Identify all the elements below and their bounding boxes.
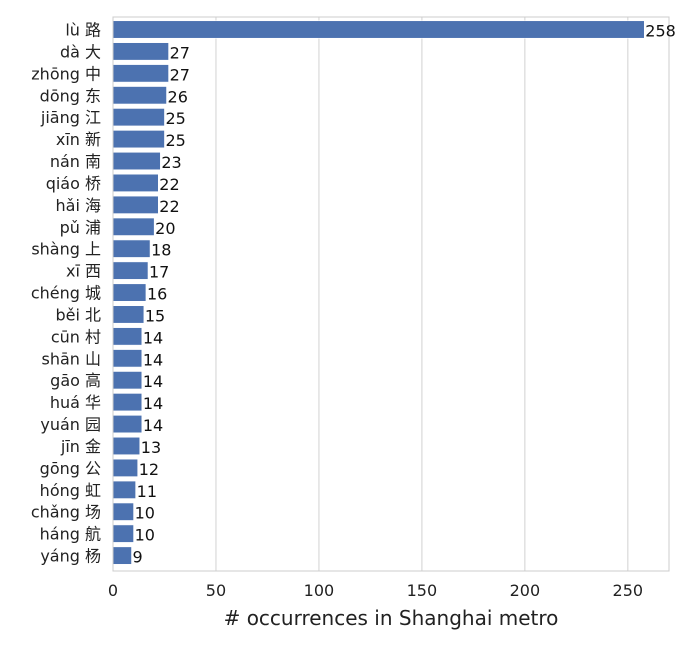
value-label: 9 xyxy=(133,548,143,567)
category-label: xīn 新 xyxy=(56,130,101,149)
value-label: 14 xyxy=(143,372,163,391)
x-tick-label: 50 xyxy=(206,581,226,600)
value-label: 14 xyxy=(143,394,163,413)
value-label: 10 xyxy=(135,526,155,545)
value-label: 18 xyxy=(151,241,171,260)
value-label: 10 xyxy=(135,504,155,523)
x-tick-label: 0 xyxy=(108,581,118,600)
category-label: háng 航 xyxy=(40,525,101,544)
value-label: 14 xyxy=(143,350,163,369)
bar xyxy=(113,306,144,324)
bar xyxy=(113,459,138,477)
bar xyxy=(113,262,148,280)
category-label: hǎi 海 xyxy=(56,196,101,215)
value-label: 14 xyxy=(143,328,163,347)
x-axis-label: # occurrences in Shanghai metro xyxy=(224,606,559,630)
category-label: pǔ 浦 xyxy=(60,218,101,237)
bar xyxy=(113,547,132,565)
value-label: 14 xyxy=(143,416,163,435)
bar xyxy=(113,152,160,170)
value-label: 12 xyxy=(139,460,159,479)
bar xyxy=(113,503,134,521)
value-label: 20 xyxy=(155,219,175,238)
value-label: 13 xyxy=(141,438,161,457)
value-label: 27 xyxy=(170,65,190,84)
bar xyxy=(113,481,136,499)
bar xyxy=(113,196,158,214)
bar xyxy=(113,350,142,368)
bar xyxy=(113,240,150,258)
category-label: shān 山 xyxy=(41,349,101,368)
category-label: dà 大 xyxy=(60,42,101,61)
bar xyxy=(113,218,154,236)
bar xyxy=(113,328,142,346)
bar xyxy=(113,415,142,433)
x-tick-label: 100 xyxy=(304,581,335,600)
category-label: lù 路 xyxy=(65,21,101,40)
category-label: zhōng 中 xyxy=(31,64,101,83)
bar xyxy=(113,525,134,543)
bar xyxy=(113,108,164,126)
category-label: shàng 上 xyxy=(31,240,101,259)
value-label: 23 xyxy=(161,153,181,172)
value-label: 25 xyxy=(165,131,185,150)
value-label: 11 xyxy=(137,482,157,501)
bar xyxy=(113,21,644,39)
category-label: cūn 村 xyxy=(51,327,101,346)
category-label: gōng 公 xyxy=(40,459,101,478)
category-label: yáng 杨 xyxy=(40,547,101,566)
category-label: běi 北 xyxy=(55,305,101,324)
category-label: jīn 金 xyxy=(60,437,101,456)
category-label: nán 南 xyxy=(50,152,101,171)
value-label: 22 xyxy=(159,197,179,216)
bar xyxy=(113,393,142,411)
category-label: yuán 园 xyxy=(40,415,101,434)
category-label: hóng 虹 xyxy=(40,481,101,500)
value-label: 27 xyxy=(170,43,190,62)
bar xyxy=(113,130,164,148)
value-label: 26 xyxy=(168,87,188,106)
x-tick-label: 200 xyxy=(510,581,541,600)
plot-background xyxy=(113,17,669,571)
category-label: jiāng 江 xyxy=(40,108,101,127)
category-label: gāo 高 xyxy=(50,371,101,390)
value-label: 15 xyxy=(145,306,165,325)
category-labels: lù 路 dà 大 zhōng 中 dōng 东 jiāng 江 xīn 新 nán 南 qi… xyxy=(31,21,101,566)
bar xyxy=(113,284,146,302)
value-label: 22 xyxy=(159,175,179,194)
x-tick-labels: 0 50 100 150 200 250 xyxy=(108,581,643,600)
category-label: chéng 城 xyxy=(31,284,101,303)
category-label: qiáo 桥 xyxy=(46,174,101,193)
bar xyxy=(113,371,142,389)
value-label: 16 xyxy=(147,285,167,304)
bar xyxy=(113,65,169,83)
value-label: 25 xyxy=(165,109,185,128)
category-label: chǎng 场 xyxy=(31,503,101,522)
bar xyxy=(113,174,158,192)
value-label: 258 xyxy=(645,22,676,41)
category-label: dōng 东 xyxy=(40,86,101,105)
x-tick-label: 150 xyxy=(407,581,438,600)
category-label: huá 华 xyxy=(50,393,101,412)
bar xyxy=(113,437,140,455)
category-label: xī 西 xyxy=(66,262,101,281)
bar xyxy=(113,43,169,61)
bar xyxy=(113,87,167,105)
value-label: 17 xyxy=(149,263,169,282)
x-tick-label: 250 xyxy=(613,581,644,600)
